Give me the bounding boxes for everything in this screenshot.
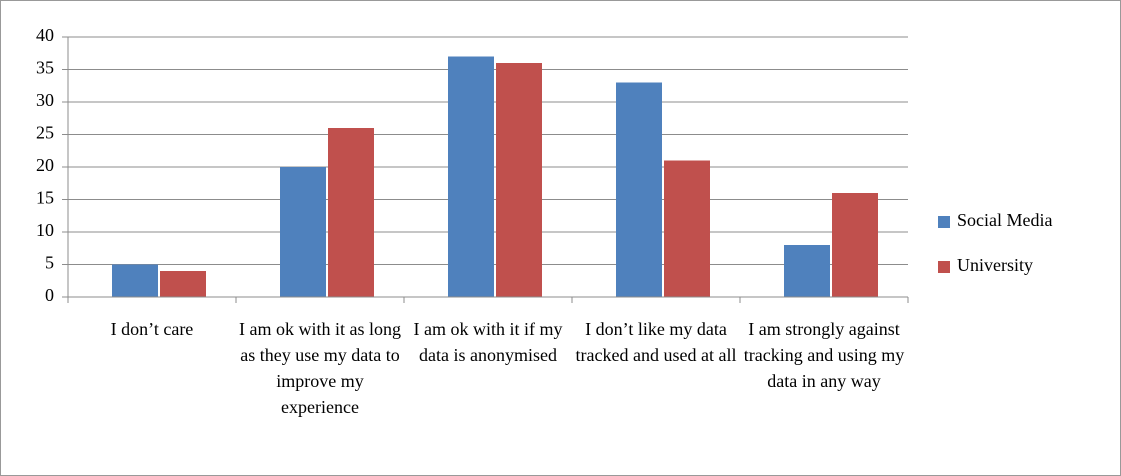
legend-label: University bbox=[957, 255, 1033, 275]
y-tick-label: 5 bbox=[45, 253, 54, 273]
y-tick-label: 30 bbox=[36, 90, 54, 110]
bar bbox=[448, 56, 494, 297]
legend-label: Social Media bbox=[957, 210, 1052, 230]
bar bbox=[280, 167, 326, 297]
x-tick-label: I am ok with it as long as they use my da… bbox=[239, 319, 401, 417]
x-tick-label: I don’t care bbox=[111, 319, 194, 339]
bar bbox=[328, 128, 374, 297]
legend-swatch bbox=[938, 216, 950, 228]
y-tick-label: 10 bbox=[36, 220, 54, 240]
y-tick-label: 25 bbox=[36, 123, 54, 143]
bar bbox=[832, 193, 878, 297]
x-tick-label: I am ok with it if my data is anonymised bbox=[414, 319, 563, 365]
y-tick-label: 35 bbox=[36, 58, 54, 78]
y-tick-label: 15 bbox=[36, 188, 54, 208]
x-tick-label: I don’t like my data tracked and used at … bbox=[576, 319, 737, 365]
x-tick-label: I am strongly against tracking and using … bbox=[744, 319, 904, 391]
bar bbox=[160, 271, 206, 297]
bar bbox=[616, 82, 662, 297]
y-tick-label: 20 bbox=[36, 155, 54, 175]
bar bbox=[664, 160, 710, 297]
y-tick-label: 40 bbox=[36, 25, 54, 45]
bar bbox=[112, 264, 158, 297]
bar bbox=[496, 63, 542, 297]
bar bbox=[784, 245, 830, 297]
y-tick-label: 0 bbox=[45, 285, 54, 305]
legend-swatch bbox=[938, 261, 950, 273]
